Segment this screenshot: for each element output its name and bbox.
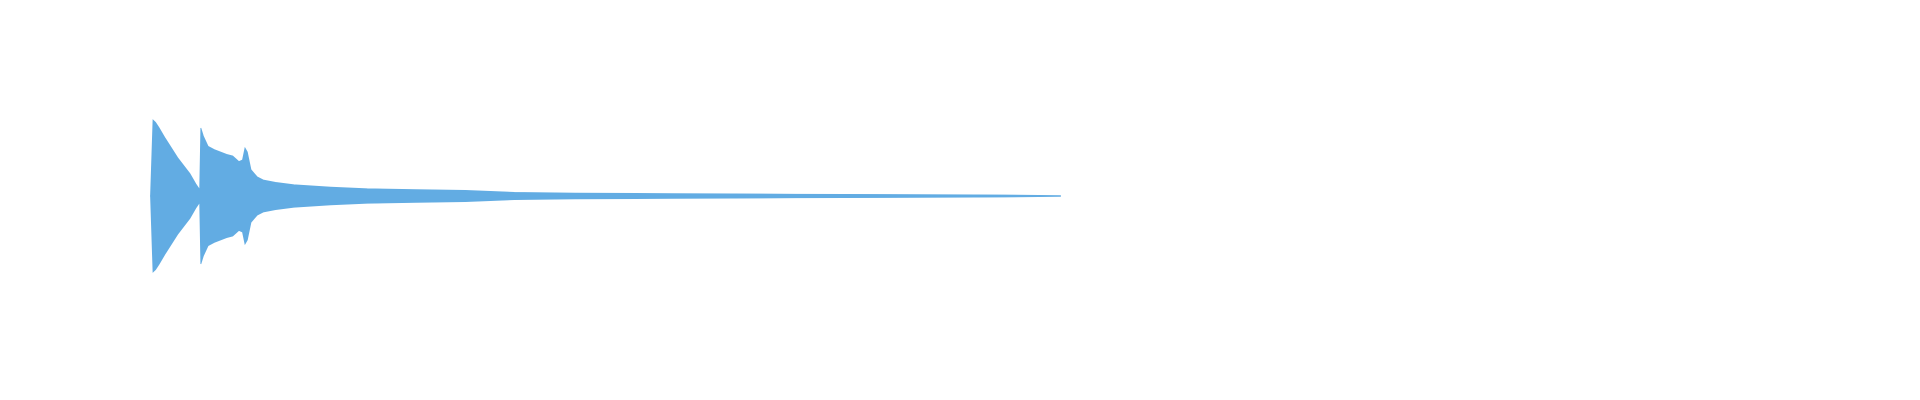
waveform-upper	[150, 119, 1061, 197]
waveform-lower	[150, 195, 1061, 273]
